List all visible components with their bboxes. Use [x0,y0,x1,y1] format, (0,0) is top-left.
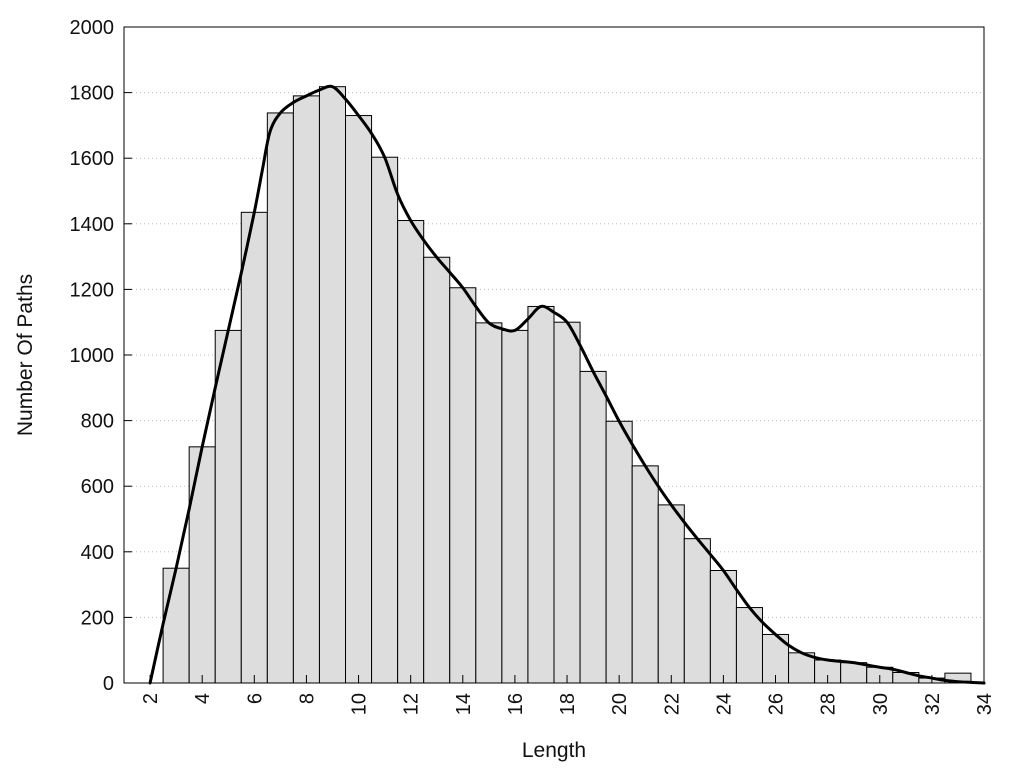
x-tick-label: 30 [870,693,892,715]
bar [657,504,685,684]
bar [683,538,711,684]
x-tick-label: 12 [401,693,423,715]
bar [709,569,737,684]
bar [292,95,320,684]
x-tick-label: 6 [244,693,266,704]
x-axis-label: Length [522,739,586,762]
y-tick-label: 1400 [70,214,115,236]
x-tick-label: 4 [192,693,214,704]
bar [735,607,763,684]
y-tick-label: 800 [81,411,114,433]
bar [553,321,581,684]
bar [188,446,216,684]
x-tick-label: 32 [922,693,944,715]
y-tick-label: 400 [81,542,114,564]
y-tick-label: 1800 [70,83,115,105]
x-tick-label: 34 [974,693,996,715]
bar [162,567,190,684]
x-tick-label: 14 [453,693,475,715]
x-tick-label: 24 [713,693,735,715]
x-tick-label: 2 [140,693,162,704]
x-tick-label: 16 [505,693,527,715]
bar [214,329,242,684]
x-tick-label: 26 [766,693,788,715]
bar [318,86,347,684]
x-tick-label: 22 [661,693,683,715]
bar [449,287,477,684]
bar [527,305,555,684]
density-line-group [148,84,986,685]
bar [501,329,529,684]
bars-group [162,86,972,684]
y-tick-label: 0 [103,673,114,695]
bar [475,322,503,684]
x-tick-label: 8 [296,693,318,704]
bar [631,465,659,684]
y-tick-label: 2000 [70,17,115,39]
bar [240,211,268,684]
y-tick-label: 1600 [70,148,115,170]
y-axis-ticks: 0 200 400 600 800 1000 1200 1400 1600 1800 2000 [70,17,132,695]
x-tick-label: 18 [557,693,579,715]
x-tick-label: 20 [609,693,631,715]
bar [605,420,633,684]
bar [423,256,451,684]
bar [345,115,373,684]
bar [788,652,816,684]
y-tick-label: 1200 [70,279,115,301]
x-tick-label: 10 [349,693,371,715]
bar [371,156,399,684]
x-axis-ticks: 2 4 6 8 10 12 14 16 18 20 22 24 26 28 30 32 34 [140,675,996,715]
y-axis-label: Number Of Paths [14,274,37,436]
gridlines [124,92,984,618]
bar [579,370,607,684]
y-tick-label: 200 [81,607,114,629]
density-line [148,84,986,685]
y-tick-label: 600 [81,476,114,498]
y-tick-label: 1000 [70,345,115,367]
bar [397,220,425,684]
x-tick-label: 28 [818,693,840,715]
bar [266,112,294,684]
